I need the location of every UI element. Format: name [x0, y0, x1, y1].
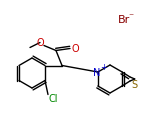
Text: N: N — [93, 67, 101, 77]
Text: +: + — [100, 63, 107, 72]
Text: ⁻: ⁻ — [128, 12, 134, 22]
Text: Br: Br — [118, 15, 130, 25]
Text: Cl: Cl — [48, 94, 58, 104]
Text: S: S — [132, 79, 138, 89]
Text: O: O — [36, 38, 44, 48]
Text: O: O — [71, 43, 79, 53]
